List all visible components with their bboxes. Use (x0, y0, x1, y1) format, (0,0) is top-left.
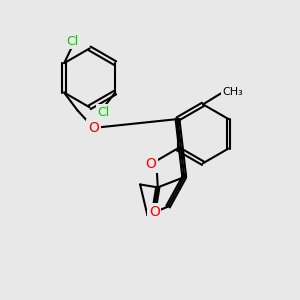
Text: O: O (88, 121, 99, 135)
Text: O: O (149, 205, 160, 219)
Text: O: O (146, 158, 156, 171)
Text: Cl: Cl (66, 35, 78, 48)
Text: CH₃: CH₃ (222, 87, 243, 97)
Text: Cl: Cl (97, 106, 110, 119)
